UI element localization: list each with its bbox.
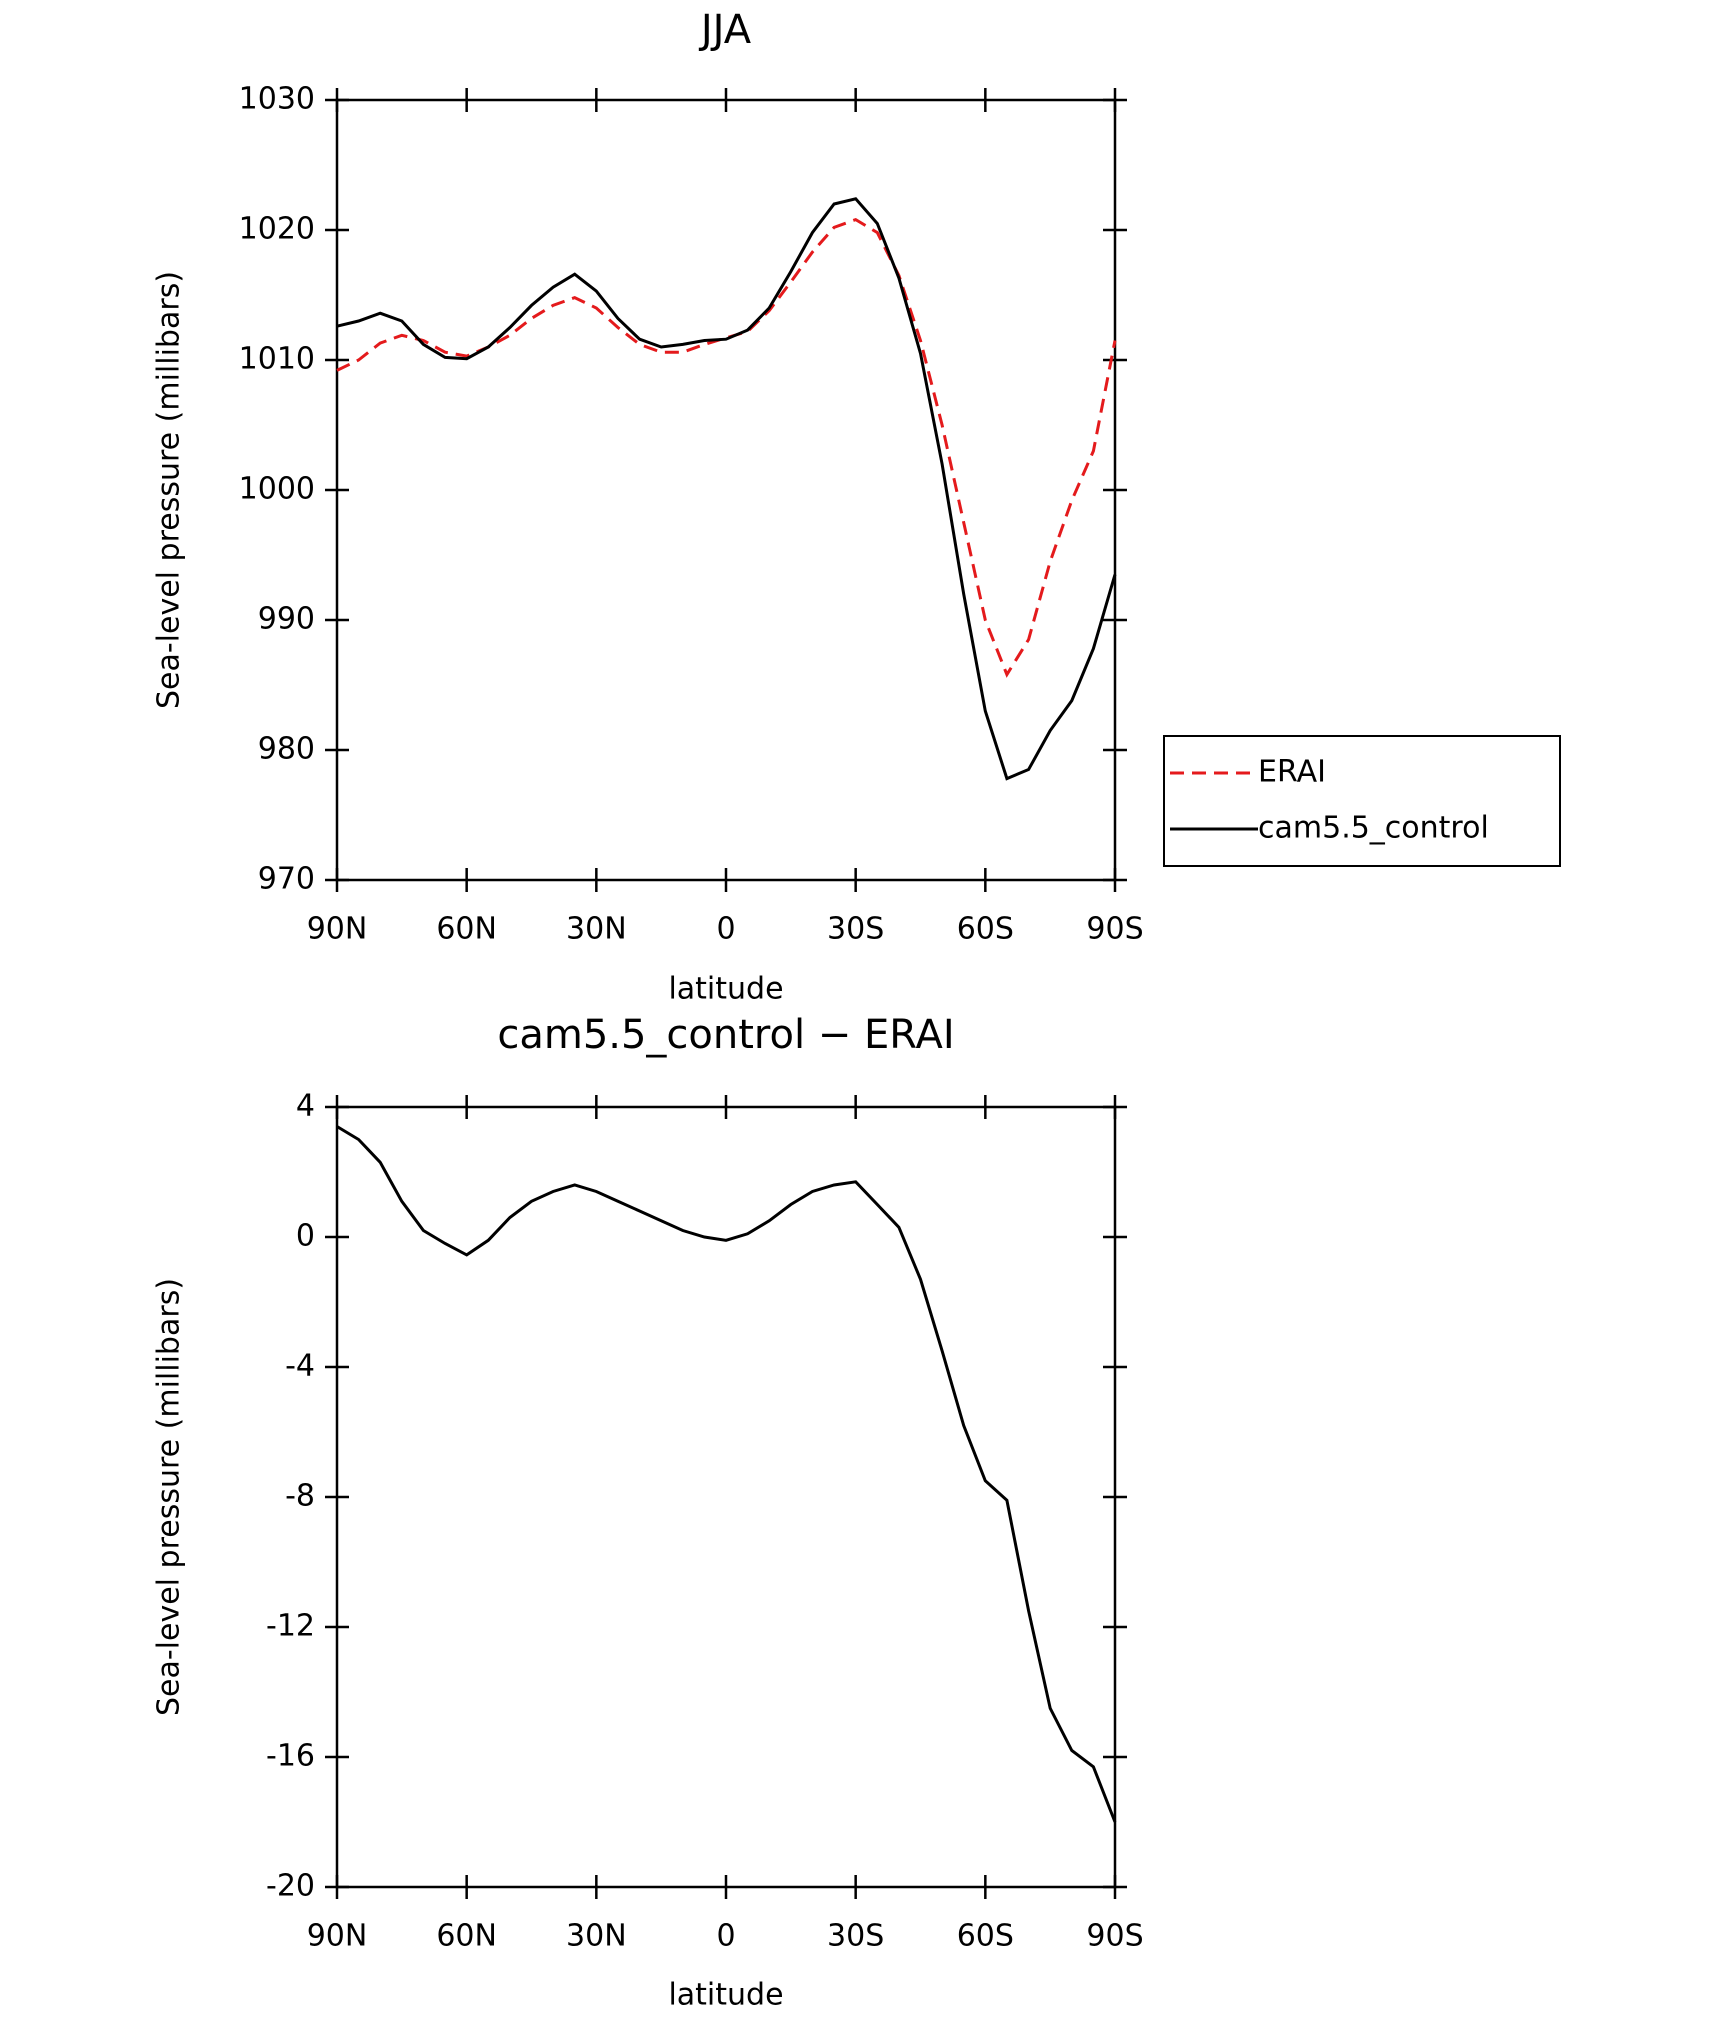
y-tick-label: 970 [258, 862, 315, 897]
x-tick-label: 60N [436, 912, 497, 947]
chart-title: JJA [698, 7, 752, 53]
y-tick-label: -8 [285, 1479, 315, 1514]
y-tick-label: -20 [266, 1869, 315, 1904]
chart-title: cam5.5_control − ERAI [497, 1012, 954, 1058]
plot-frame [335, 1105, 1117, 1889]
x-tick-label: 90S [1086, 912, 1143, 947]
y-axis-label: Sea-level pressure (millibars) [152, 1278, 187, 1716]
x-tick-label: 90N [307, 1919, 368, 1954]
x-tick-label: 90S [1086, 1919, 1143, 1954]
y-tick-label: 990 [258, 602, 315, 637]
y-tick-label: 1030 [239, 82, 315, 117]
x-axis-label: latitude [668, 1978, 783, 2013]
y-tick-label: 1010 [239, 342, 315, 377]
legend-box [1163, 735, 1561, 867]
x-tick-label: 60S [957, 912, 1014, 947]
data-line [336, 197, 1117, 781]
x-tick-label: 0 [716, 912, 735, 947]
x-tick-label: 0 [716, 1919, 735, 1954]
y-tick-label: -4 [285, 1349, 315, 1384]
x-tick-label: 60S [957, 1919, 1014, 1954]
data-line [336, 1125, 1117, 1823]
x-tick-label: 30N [566, 912, 627, 947]
y-tick-label: 0 [296, 1219, 315, 1254]
y-axis-label: Sea-level pressure (millibars) [152, 271, 187, 709]
legend-label: ERAI [1258, 755, 1326, 790]
x-tick-label: 90N [307, 912, 368, 947]
y-tick-label: 1000 [239, 472, 315, 507]
y-tick-label: 4 [296, 1089, 315, 1124]
legend-label: cam5.5_control [1258, 811, 1489, 846]
x-axis-label: latitude [668, 972, 783, 1007]
y-tick-label: -12 [266, 1609, 315, 1644]
x-tick-label: 30S [827, 1919, 884, 1954]
y-tick-label: 1020 [239, 212, 315, 247]
x-tick-label: 30N [566, 1919, 627, 1954]
x-tick-label: 60N [436, 1919, 497, 1954]
x-tick-label: 30S [827, 912, 884, 947]
data-line [336, 217, 1117, 678]
y-tick-label: -16 [266, 1739, 315, 1774]
y-tick-label: 980 [258, 732, 315, 767]
plot-frame [335, 98, 1117, 882]
